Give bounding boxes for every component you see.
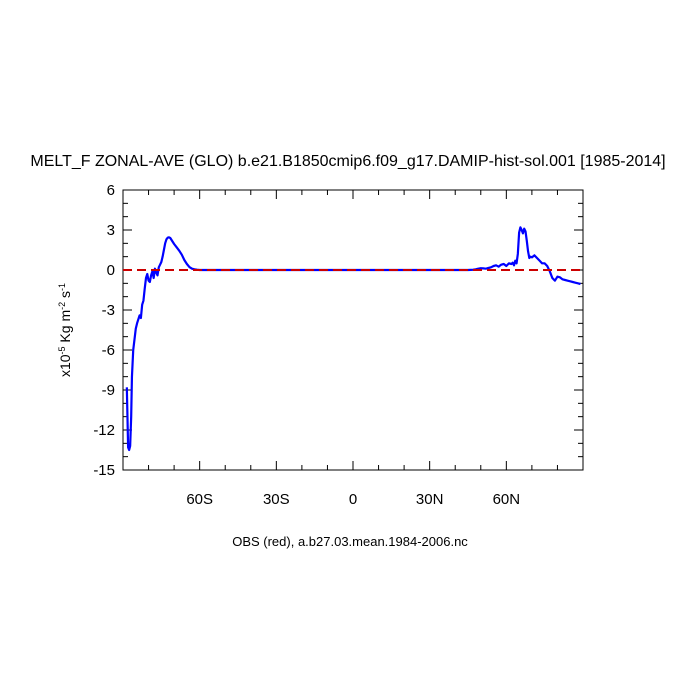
y-tick-label: -12 [93, 422, 115, 439]
y-tick-label: -6 [102, 342, 115, 359]
y-tick-label: 6 [107, 182, 115, 199]
y-axis-label-units-tail: s [57, 291, 73, 302]
x-tick-label: 60N [493, 491, 521, 508]
y-tick-label: 0 [107, 262, 115, 279]
y-tick-label: -15 [93, 462, 115, 479]
x-tick-label: 60S [186, 491, 213, 508]
y-axis-label-base: x10 [57, 354, 73, 377]
x-tick-label: 30N [416, 491, 444, 508]
y-axis-label-units: Kg m [57, 310, 73, 347]
plot-frame [122, 189, 584, 471]
chart-footer: OBS (red), a.b27.03.mean.1984-2006.nc [232, 534, 468, 549]
model-series-line [125, 226, 581, 452]
x-tick-label: 30S [263, 491, 290, 508]
y-axis-label-units-tail-exponent: -1 [57, 283, 67, 291]
x-tick-label: 0 [349, 491, 357, 508]
y-tick-label: 3 [107, 222, 115, 239]
y-axis-label-units-exponent: -2 [57, 302, 67, 310]
y-axis-label-exponent: -5 [57, 346, 67, 354]
y-axis-label: x10-5 Kg m-2 s-1 [57, 283, 73, 377]
x-axis-ticks: 60S 30S 0 30N 60N [148, 190, 558, 508]
series-layer [123, 226, 583, 452]
y-axis-ticks: 6 3 0 -3 -6 -9 -12 -15 [93, 182, 583, 479]
chart-title: MELT_F ZONAL-AVE (GLO) b.e21.B1850cmip6.… [30, 153, 665, 170]
y-tick-label: -9 [102, 382, 115, 399]
y-tick-label: -3 [102, 302, 115, 319]
